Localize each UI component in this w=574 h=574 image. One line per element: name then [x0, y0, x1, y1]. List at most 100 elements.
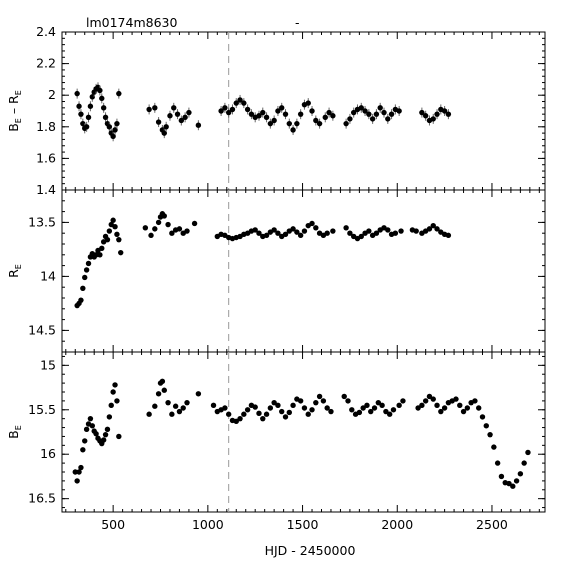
red-point — [271, 227, 277, 233]
color-point — [309, 108, 315, 114]
object-id-label: lm0174m8630 — [86, 15, 177, 30]
blue-point — [74, 478, 80, 484]
blue-point — [460, 408, 467, 415]
blue-point — [309, 407, 315, 413]
blue-point — [195, 391, 202, 397]
blue-y-axis-label: BE — [6, 425, 23, 439]
blue-point — [379, 402, 385, 409]
blue-frame — [61, 351, 546, 513]
red-point — [324, 230, 330, 236]
red-point — [118, 249, 124, 256]
blue-point — [328, 408, 334, 415]
color-point — [322, 114, 328, 121]
red-point — [99, 245, 105, 252]
blue-point — [252, 404, 258, 410]
red-frame — [61, 189, 546, 353]
red-point — [330, 228, 336, 234]
x-tick-label: 2000 — [381, 517, 413, 532]
red-point — [112, 224, 118, 230]
blue-point — [89, 423, 96, 429]
blue-point — [282, 414, 289, 420]
color-point — [174, 111, 181, 117]
blue-point — [155, 391, 162, 397]
blue-point — [525, 449, 531, 456]
blue-point — [390, 407, 397, 413]
color-ytick-label: 1.4 — [36, 182, 56, 197]
color-point — [186, 109, 192, 116]
blue-point — [438, 408, 444, 415]
red-point — [263, 232, 270, 239]
blue-point — [87, 415, 94, 422]
blue-point — [108, 402, 114, 409]
color-point — [369, 116, 376, 122]
blue-point — [275, 402, 281, 409]
blue-ytick-label: 16 — [40, 446, 56, 461]
blue-ytick-label: 15 — [40, 357, 56, 372]
panel-red: 13.5 14 14.5 RE — [6, 189, 546, 353]
color-point — [316, 120, 323, 127]
color-point — [388, 111, 395, 117]
red-point — [282, 231, 289, 237]
x-tick-label: 2500 — [476, 517, 508, 532]
red-point — [191, 220, 198, 227]
blue-point — [286, 409, 292, 416]
blue-point — [279, 408, 285, 415]
blue-point — [396, 402, 402, 409]
color-point — [74, 90, 80, 97]
blue-point — [146, 411, 152, 417]
color-point — [106, 124, 113, 130]
color-point — [146, 106, 152, 113]
blue-point — [161, 387, 167, 393]
color-point — [241, 100, 247, 106]
blue-point — [82, 438, 88, 444]
blue-point — [290, 402, 296, 409]
red-point — [398, 228, 404, 234]
red-point — [430, 222, 436, 229]
blue-point — [383, 408, 389, 415]
color-point — [116, 90, 122, 97]
blue-point — [180, 405, 186, 411]
x-tick-label: 500 — [101, 517, 125, 532]
plot-panels: 1.4 1.6 1.8 2 2.2 2.4 BE – RE 13.5 14 14.5 RE 15 15.… — [6, 24, 546, 532]
color-point — [358, 105, 364, 111]
header-tag: - — [295, 15, 300, 30]
blue-point — [506, 480, 512, 487]
color-point — [248, 111, 255, 117]
blue-point — [114, 398, 120, 404]
blue-point — [102, 431, 109, 438]
red-ytick-label: 14 — [40, 268, 56, 283]
red-point — [358, 233, 364, 240]
blue-point — [441, 405, 448, 411]
blue-point — [356, 409, 363, 416]
red-point — [256, 230, 262, 236]
red-point — [373, 230, 380, 236]
red-point — [110, 217, 116, 223]
blue-point — [225, 411, 232, 417]
color-point — [112, 127, 118, 133]
red-point — [152, 226, 158, 232]
blue-point — [260, 415, 266, 422]
blue-point — [222, 405, 228, 411]
blue-point — [422, 398, 429, 404]
blue-point — [371, 405, 378, 411]
color-point — [99, 95, 105, 102]
blue-point — [297, 398, 304, 404]
x-axis-label: HJD - 2450000 — [265, 543, 356, 558]
color-y-axis-label: BE – RE — [6, 90, 23, 132]
red-point — [106, 228, 113, 234]
red-point — [392, 230, 399, 236]
color-point — [260, 109, 266, 116]
color-point — [195, 122, 202, 128]
color-point — [326, 109, 332, 116]
red-point — [82, 274, 88, 281]
color-point — [434, 111, 440, 117]
red-point — [78, 297, 84, 303]
blue-point — [210, 402, 217, 409]
blue-ytick-label: 15.5 — [28, 402, 56, 417]
red-point — [184, 228, 190, 234]
blue-point — [434, 402, 440, 409]
color-point — [419, 109, 425, 116]
blue-point — [256, 410, 262, 417]
color-point — [347, 116, 353, 122]
color-point — [76, 103, 82, 109]
